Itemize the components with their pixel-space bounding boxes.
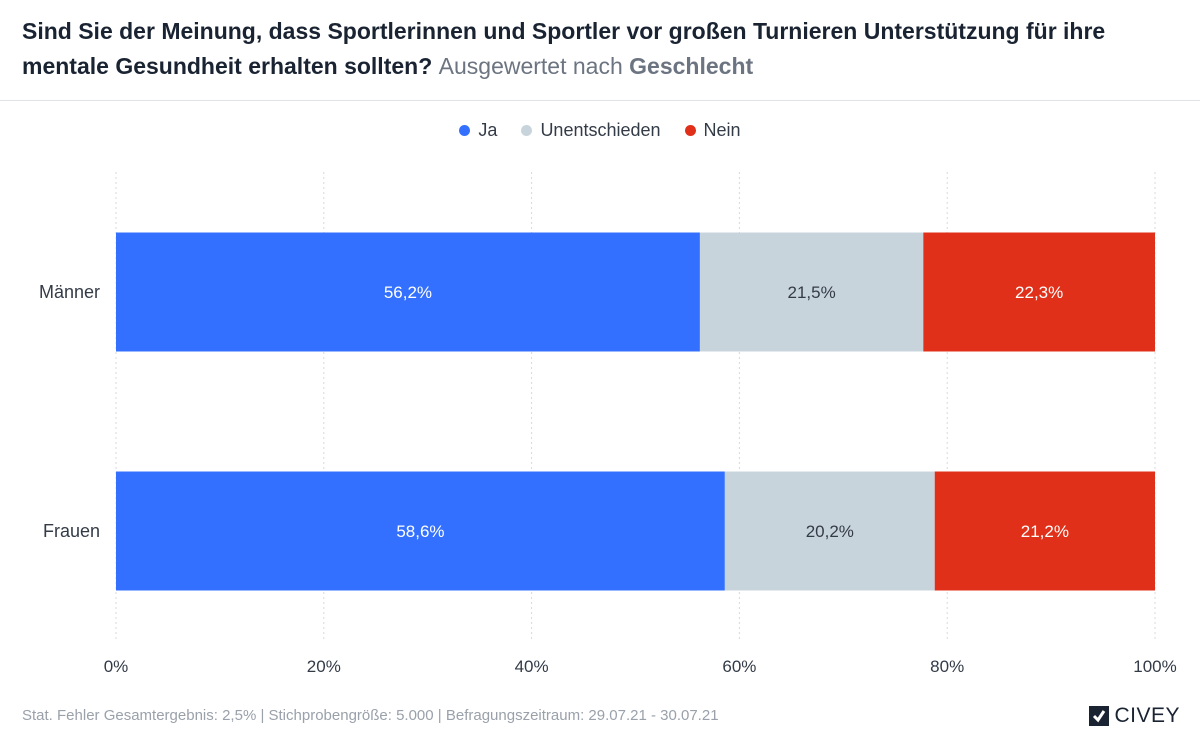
data-label: 56,2% [384, 283, 432, 302]
x-tick-label: 40% [515, 657, 549, 676]
footer-note: Stat. Fehler Gesamtergebnis: 2,5% | Stic… [22, 707, 719, 724]
legend-dot-nein [684, 125, 696, 136]
x-tick-label: 0% [104, 657, 129, 676]
brand-logo: CIVEY [1088, 704, 1180, 728]
legend: Ja Unentschieden Nein [0, 120, 1200, 141]
civey-logo-icon [1089, 706, 1110, 726]
header-divider [0, 100, 1200, 101]
chart-title: Sind Sie der Meinung, dass Sportlerinnen… [22, 14, 1182, 84]
bar-nein-männer [923, 232, 1155, 352]
legend-label-unentschieden: Unentschieden [540, 120, 661, 140]
bar-unentschieden-frauen [724, 471, 935, 591]
x-tick-label: 80% [930, 657, 964, 676]
legend-dot-unentschieden [521, 125, 533, 136]
bar-unentschieden-männer [699, 232, 924, 352]
bar-nein-frauen [934, 471, 1155, 591]
legend-item-unentschieden[interactable]: Unentschieden [521, 120, 661, 141]
legend-label-nein: Nein [703, 120, 741, 140]
subtitle-group: Geschlecht [629, 53, 754, 79]
question-text: Sind Sie der Meinung, dass Sportlerinnen… [22, 18, 1106, 79]
category-label: Frauen [43, 521, 100, 541]
data-label: 21,5% [788, 283, 836, 302]
legend-item-ja[interactable]: Ja [459, 120, 497, 141]
subtitle-prefix: Ausgewertet nach [438, 53, 623, 79]
x-tick-label: 100% [1133, 657, 1176, 676]
data-label: 58,6% [396, 522, 444, 541]
subtitle: Ausgewertet nach Geschlecht [439, 53, 754, 79]
x-tick-label: 20% [307, 657, 341, 676]
data-label: 21,2% [1021, 522, 1069, 541]
legend-dot-ja [459, 125, 471, 136]
data-label: 20,2% [806, 522, 854, 541]
x-tick-label: 60% [722, 657, 756, 676]
stacked-bar-chart: 0% 20% 40% 60% 80% 100% Männer 56,2% 21,5% 22,3% F… [39, 172, 1177, 676]
bar-ja-männer [116, 232, 700, 352]
data-label: 22,3% [1015, 283, 1063, 302]
brand-name: CIVEY [1114, 704, 1180, 727]
bar-ja-frauen [116, 471, 725, 591]
category-label: Männer [39, 282, 100, 302]
legend-item-nein[interactable]: Nein [684, 120, 741, 141]
legend-label-ja: Ja [478, 120, 498, 140]
